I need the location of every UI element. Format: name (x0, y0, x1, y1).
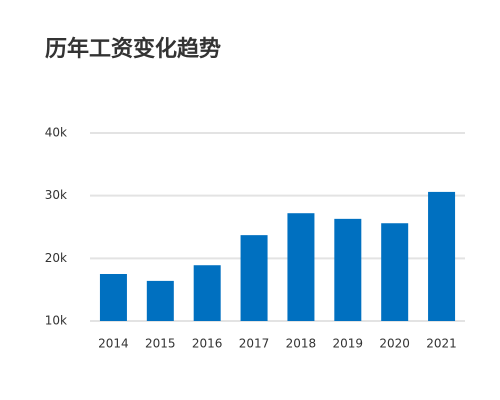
x-tick-label: 2021 (426, 337, 457, 351)
bar (381, 223, 409, 321)
x-tick-label: 2018 (286, 337, 317, 351)
chart-title: 历年工资变化趋势 (45, 36, 221, 62)
bar (99, 274, 127, 321)
x-tick-label: 2015 (145, 337, 176, 351)
bar (146, 280, 174, 321)
x-tick-label: 2016 (192, 337, 223, 351)
x-tick-label: 2019 (333, 337, 364, 351)
y-tick-label: 20k (45, 251, 67, 265)
bar (428, 191, 456, 321)
y-tick-label: 40k (45, 126, 67, 140)
y-tick-label: 30k (45, 188, 67, 202)
x-tick-label: 2017 (239, 337, 270, 351)
y-tick-label: 10k (45, 314, 67, 328)
x-tick-label: 2020 (379, 337, 410, 351)
bar (334, 218, 362, 321)
bar (240, 235, 268, 321)
bar (287, 213, 315, 321)
bar (193, 265, 221, 321)
x-tick-label: 2014 (98, 337, 129, 351)
